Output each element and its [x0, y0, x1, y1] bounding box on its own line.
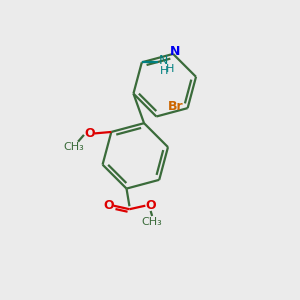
Text: O: O: [84, 127, 94, 140]
Text: H: H: [166, 64, 175, 74]
Text: O: O: [145, 199, 156, 212]
Text: H: H: [160, 66, 168, 76]
Text: N: N: [170, 45, 180, 58]
Text: N: N: [159, 54, 169, 67]
Text: O: O: [103, 199, 114, 212]
Text: CH₃: CH₃: [63, 142, 84, 152]
Text: CH₃: CH₃: [142, 217, 163, 227]
Text: Br: Br: [167, 100, 183, 113]
